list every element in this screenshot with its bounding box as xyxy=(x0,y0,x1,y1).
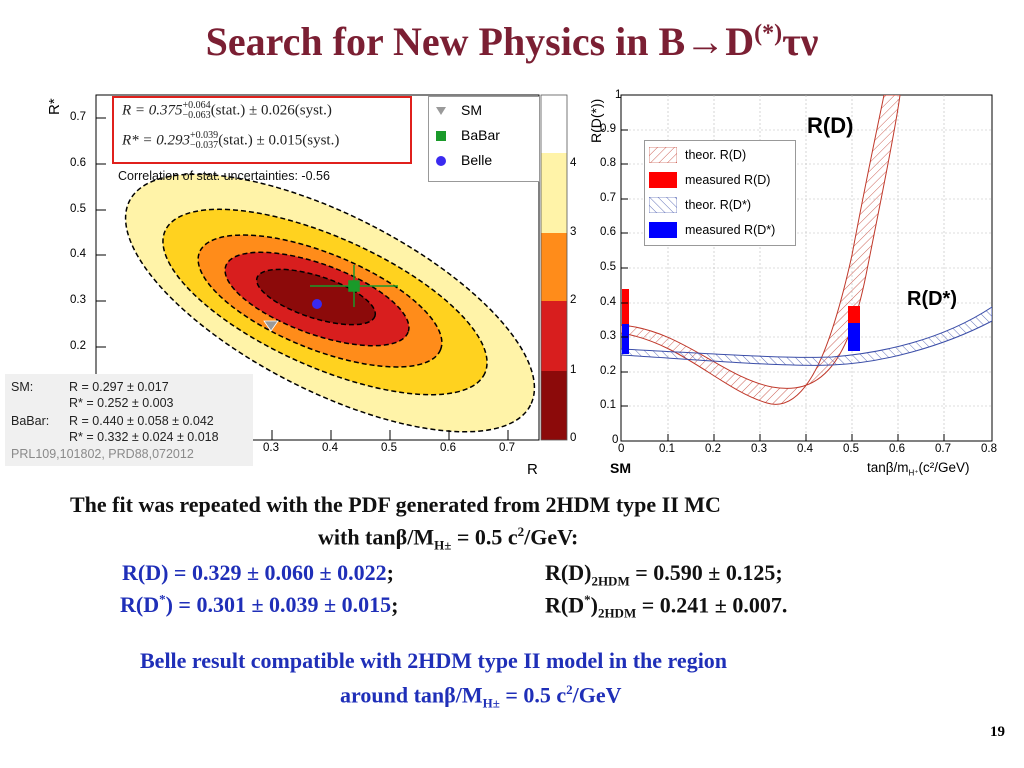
theory-rdstar-band xyxy=(621,306,992,366)
colorbar xyxy=(540,94,568,441)
equation-r: R = 0.375+0.064 −0.063(stat.) ± 0.026(sys… xyxy=(122,100,332,121)
babar-label: BaBar: xyxy=(11,414,50,428)
right-y-tick: 1 xyxy=(615,89,622,101)
left-y-tick: 0.3 xyxy=(70,294,86,306)
equation-rstar: R* = 0.293+0.039 −0.037(stat.) ± 0.015(sy… xyxy=(122,130,340,151)
legend-item-babar: BaBar xyxy=(435,127,500,145)
right-y-axis-label: R(D(*)) xyxy=(588,98,604,143)
slide-title: Search for New Physics in B→D(*)τν xyxy=(205,19,819,64)
sm-babar-results-box: SM: R = 0.297 ± 0.017 R* = 0.252 ± 0.003… xyxy=(5,374,253,466)
colorbar-tick: 3 xyxy=(570,226,577,238)
square-icon xyxy=(436,131,446,142)
right-x-tick: 0.1 xyxy=(659,443,675,455)
left-plot: R* 0.7 0.6 0.5 0.4 0.3 0.2 0.3 0.4 0.5 0… xyxy=(0,85,590,480)
belle-marker xyxy=(312,299,322,309)
right-y-tick: 0.1 xyxy=(600,399,616,411)
correlation-text: Correlation of stat. uncertainties: -0.5… xyxy=(118,169,330,183)
triangle-down-icon xyxy=(436,107,446,116)
theory-rd-band xyxy=(621,95,901,405)
left-y-tick: 0.2 xyxy=(70,340,86,352)
right-y-tick: 0 xyxy=(612,434,619,446)
right-y-tick: 0.3 xyxy=(600,330,616,342)
left-x-tick: 0.5 xyxy=(381,442,397,454)
left-y-axis-label: R* xyxy=(46,98,63,115)
hatched-blue-swatch-icon xyxy=(648,197,678,214)
right-x-tick: 0.4 xyxy=(797,443,813,455)
right-plot: R(D(*)) 1 0.9 0.8 0.7 0.6 0.5 0.4 0.3 0.… xyxy=(582,85,1012,485)
right-y-tick: 0.2 xyxy=(600,365,616,377)
left-x-tick: 0.6 xyxy=(440,442,456,454)
rd-measured-result: R(D) = 0.329 ± 0.060 ± 0.022; xyxy=(122,560,394,585)
rd-curve-label: R(D) xyxy=(807,113,854,138)
conclusion-line1: Belle result compatible with 2HDM type I… xyxy=(140,648,728,673)
legend-item-sm: SM xyxy=(435,102,482,120)
sm-value-rstar: R* = 0.252 ± 0.003 xyxy=(69,396,174,410)
left-y-tick: 0.4 xyxy=(70,248,86,260)
legend-item-measured-rdstar: measured R(D*) xyxy=(649,221,775,239)
hatched-red-swatch-icon xyxy=(648,147,678,164)
legend-item-theor-rdstar: theor. R(D*) xyxy=(648,196,751,214)
left-plot-legend: SM BaBar Belle xyxy=(428,96,540,182)
sm-label: SM: xyxy=(11,380,34,394)
rdstar-2hdm-result: R(D*)2HDM = 0.241 ± 0.007. xyxy=(545,592,788,621)
right-y-tick: 0.7 xyxy=(600,192,616,204)
right-x-tick: 0.8 xyxy=(981,443,997,455)
sm-axis-label: SM xyxy=(610,460,631,476)
babar-marker xyxy=(310,265,398,307)
reference-text: PRL109,101802, PRD88,072012 xyxy=(11,447,194,461)
right-x-tick: 0.3 xyxy=(751,443,767,455)
right-x-tick: 0 xyxy=(618,443,625,455)
colorbar-tick: 2 xyxy=(570,294,577,306)
left-y-tick: 0.6 xyxy=(70,157,86,169)
legend-item-belle: Belle xyxy=(435,152,492,170)
legend-item-theor-rd: theor. R(D) xyxy=(648,146,746,164)
rdstar-curve-label: R(D*) xyxy=(907,288,957,310)
sm-value-r: R = 0.297 ± 0.017 xyxy=(69,380,169,394)
right-x-tick: 0.5 xyxy=(843,443,859,455)
right-y-tick: 0.5 xyxy=(600,261,616,273)
right-x-tick: 0.7 xyxy=(935,443,951,455)
colorbar-tick: 1 xyxy=(570,364,577,376)
fit-description-line1: The fit was repeated with the PDF genera… xyxy=(70,492,721,517)
contour-level-5 xyxy=(255,268,377,326)
left-y-tick: 0.7 xyxy=(70,111,86,123)
red-swatch-icon xyxy=(649,172,677,189)
fit-result-box: R = 0.375+0.064 −0.063(stat.) ± 0.026(sys… xyxy=(112,96,412,164)
page-number: 19 xyxy=(990,724,1005,740)
left-x-tick: 0.3 xyxy=(263,442,279,454)
legend-item-measured-rd: measured R(D) xyxy=(649,171,770,189)
colorbar-tick: 4 xyxy=(570,157,577,169)
right-y-tick: 0.9 xyxy=(600,123,616,135)
babar-value-r: R = 0.440 ± 0.058 ± 0.042 xyxy=(69,414,214,428)
sm-marker xyxy=(263,320,279,332)
fit-description-line2: with tanβ/MH± = 0.5 c2/GeV: xyxy=(318,524,579,553)
left-x-axis-label: R xyxy=(527,461,538,478)
left-x-tick: 0.7 xyxy=(499,442,515,454)
blue-swatch-icon xyxy=(649,222,677,239)
right-y-tick: 0.8 xyxy=(600,157,616,169)
left-x-tick: 0.4 xyxy=(322,442,338,454)
right-plot-legend: theor. R(D) measured R(D) theor. R(D*) m… xyxy=(644,140,796,246)
measured-rdstar-sm xyxy=(622,324,629,354)
right-x-axis-label: tanβ/mH⁺(c²/GeV) xyxy=(867,460,970,478)
rdstar-measured-result: R(D*) = 0.301 ± 0.039 ± 0.015; xyxy=(120,592,399,618)
left-y-tick: 0.5 xyxy=(70,203,86,215)
right-y-tick: 0.4 xyxy=(600,296,616,308)
right-x-tick: 0.2 xyxy=(705,443,721,455)
circle-icon xyxy=(436,156,446,167)
babar-value-rstar: R* = 0.332 ± 0.024 ± 0.018 xyxy=(69,430,219,444)
conclusion-line2: around tanβ/MH± = 0.5 c2/GeV xyxy=(340,682,622,711)
right-x-tick: 0.6 xyxy=(889,443,905,455)
rd-2hdm-result: R(D)2HDM = 0.590 ± 0.125; xyxy=(545,560,783,589)
colorbar-tick: 0 xyxy=(570,432,577,444)
measured-rd-sm xyxy=(622,289,629,341)
right-y-tick: 0.6 xyxy=(600,226,616,238)
measured-rdstar-2hdm xyxy=(848,323,860,351)
